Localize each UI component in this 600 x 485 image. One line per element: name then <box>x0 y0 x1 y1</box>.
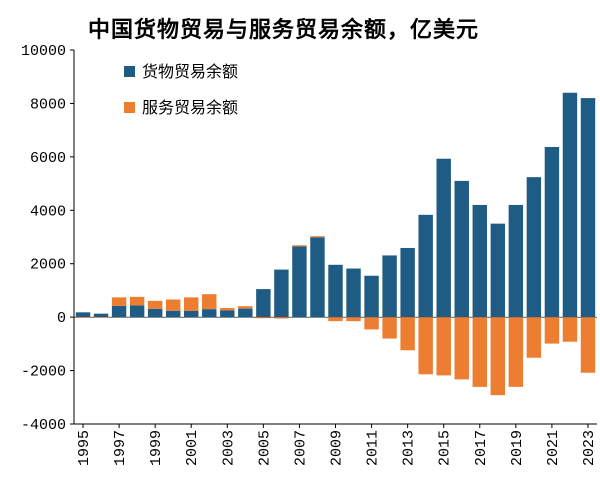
bar-services-1995 <box>75 317 91 318</box>
bar-services-2003 <box>220 308 235 311</box>
bar-goods-2008 <box>310 237 325 318</box>
x-tick-label: 2019 <box>509 430 526 466</box>
x-tick-label: 1995 <box>76 430 93 466</box>
bar-goods-1995 <box>75 312 91 318</box>
y-axis: -4000 -2000 0 2000 4000 6000 8000 10000 <box>21 43 75 434</box>
y-tick-label: 8000 <box>30 96 66 113</box>
bar-services-2022 <box>562 317 578 342</box>
bar-services-2011 <box>364 317 379 330</box>
bar-services-2004 <box>238 306 253 309</box>
x-tick-label: 2007 <box>292 430 309 466</box>
bar-services-2013 <box>400 317 415 351</box>
chart-title: 中国货物贸易与服务贸易余额，亿美元 <box>88 18 480 43</box>
bar-goods-2022 <box>562 92 578 318</box>
bar-services-2015 <box>436 317 451 376</box>
x-tick-label: 2009 <box>329 430 346 466</box>
bar-goods-1996 <box>93 313 109 318</box>
x-tick-label: 2005 <box>256 430 273 466</box>
bar-services-2002 <box>202 294 217 310</box>
bar-services-2019 <box>508 317 524 387</box>
bars <box>75 92 596 396</box>
bar-services-2000 <box>165 299 181 311</box>
bar-goods-2020 <box>526 177 542 318</box>
legend-swatch-services <box>124 102 135 113</box>
bar-goods-2004 <box>238 308 253 318</box>
bar-goods-2015 <box>436 158 451 318</box>
x-tick-label: 2023 <box>581 430 598 466</box>
bar-services-1998 <box>129 296 145 306</box>
bar-goods-2013 <box>400 247 415 318</box>
bar-goods-2005 <box>256 289 271 318</box>
bar-services-2014 <box>418 317 433 375</box>
x-tick-label: 2017 <box>473 430 490 466</box>
bar-goods-2009 <box>328 264 343 318</box>
bar-goods-2014 <box>418 214 433 318</box>
bar-goods-2021 <box>544 146 560 318</box>
bar-services-2009 <box>328 317 343 322</box>
x-tick-label: 2013 <box>401 430 418 466</box>
bar-goods-2002 <box>202 309 217 318</box>
bar-goods-1999 <box>147 308 163 318</box>
y-tick-label: 4000 <box>30 203 66 220</box>
legend-label-goods: 货物贸易余额 <box>142 62 238 81</box>
y-tick-label: 10000 <box>21 43 66 60</box>
bar-services-2007 <box>292 245 307 247</box>
y-tick-label: -4000 <box>21 417 66 434</box>
bar-goods-2001 <box>184 310 199 318</box>
bar-services-2016 <box>454 317 469 380</box>
bar-goods-2011 <box>364 275 379 318</box>
bar-services-2020 <box>526 317 542 358</box>
x-tick-label: 2011 <box>365 430 382 466</box>
bar-goods-1998 <box>129 305 145 318</box>
bar-services-1999 <box>147 300 163 309</box>
y-tick-label: 2000 <box>30 257 66 274</box>
y-tick-label: -2000 <box>21 364 66 381</box>
bar-goods-2003 <box>220 310 235 318</box>
bar-services-2010 <box>346 317 361 322</box>
x-tick-label: 2021 <box>545 430 562 466</box>
x-tick-label: 1999 <box>148 430 165 466</box>
bar-goods-2010 <box>346 268 361 318</box>
bar-services-2008 <box>310 236 325 238</box>
x-tick-label: 2015 <box>437 430 454 466</box>
bar-goods-2006 <box>274 269 289 318</box>
bar-services-2001 <box>184 297 199 311</box>
bar-services-2012 <box>382 317 397 339</box>
bar-services-2017 <box>472 317 487 387</box>
bar-goods-1997 <box>111 305 127 318</box>
bar-goods-2019 <box>508 204 524 318</box>
bar-services-2005 <box>256 317 271 319</box>
y-tick-label: 6000 <box>30 150 66 167</box>
bar-services-2018 <box>490 317 506 396</box>
bar-goods-2023 <box>580 98 596 318</box>
bar-goods-2017 <box>472 204 487 318</box>
x-tick-label: 2001 <box>184 430 201 466</box>
bar-services-2006 <box>274 317 289 319</box>
bar-services-2021 <box>544 317 560 344</box>
bar-goods-2018 <box>490 223 506 318</box>
bar-goods-2000 <box>165 310 181 318</box>
bar-goods-2012 <box>382 255 397 318</box>
bar-goods-2007 <box>292 246 307 318</box>
x-tick-label: 2003 <box>220 430 237 466</box>
legend-swatch-goods <box>124 66 135 77</box>
bar-goods-2016 <box>454 180 469 318</box>
bar-services-1996 <box>93 317 109 318</box>
bar-services-2023 <box>580 317 596 373</box>
legend-label-services: 服务贸易余额 <box>142 98 238 117</box>
bar-services-1997 <box>111 297 127 306</box>
y-tick-label: 0 <box>57 310 66 327</box>
x-tick-label: 1997 <box>112 430 129 466</box>
